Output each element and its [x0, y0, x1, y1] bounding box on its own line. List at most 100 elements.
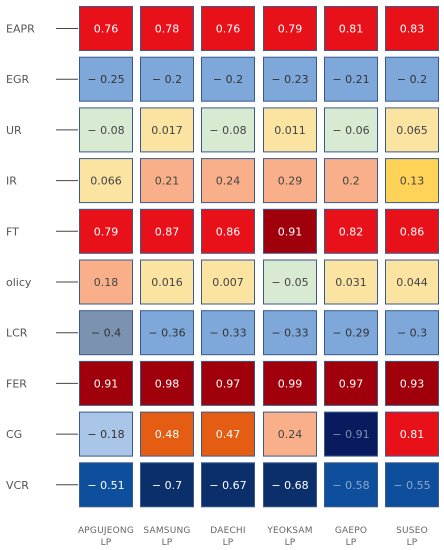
heatmap-cell [201, 158, 255, 204]
heatmap-cell [385, 259, 439, 305]
cell-value-label: 0.97 [339, 377, 364, 390]
heatmap-cell [140, 208, 194, 254]
heatmap-cell [263, 462, 317, 508]
heatmap-cell [201, 462, 255, 508]
heatmap-cell [324, 208, 378, 254]
column-label: LP [407, 538, 418, 548]
cell-value-label: 0.017 [151, 124, 183, 137]
cell-value-label: 0.21 [155, 175, 180, 188]
column-label: SAMSUNG [143, 526, 190, 536]
cell-value-label: − 0.18 [87, 428, 124, 441]
cell-value-label: 0.79 [278, 23, 303, 36]
cell-value-label: 0.011 [274, 124, 306, 137]
heatmap-cell [324, 158, 378, 204]
heatmap-cell [324, 310, 378, 356]
cell-value-label: − 0.08 [209, 124, 246, 137]
heatmap-cell [201, 56, 255, 102]
heatmap-cell [263, 107, 317, 153]
heatmap-cell [79, 360, 133, 406]
cell-value-label: 0.016 [151, 276, 183, 289]
column-label: YEOKSAM [266, 526, 312, 536]
heatmap-cell [79, 107, 133, 153]
cell-value-label: 0.86 [216, 225, 241, 238]
cell-value-label: 0.47 [216, 428, 241, 441]
cell-value-label: 0.99 [278, 377, 303, 390]
cell-value-label: − 0.4 [91, 327, 121, 340]
cell-value-label: 0.007 [212, 276, 244, 289]
column-label: SUSEO [396, 526, 428, 536]
cell-value-label: − 0.33 [209, 327, 246, 340]
column-label: GAEPO [335, 526, 367, 536]
heatmap-cell [263, 158, 317, 204]
heatmap-cell [140, 6, 194, 51]
cell-value-label: 0.065 [396, 124, 428, 137]
cell-value-label: 0.78 [155, 23, 180, 36]
cell-value-label: 0.97 [216, 377, 241, 390]
heatmap-cell [263, 411, 317, 457]
heatmap-cell [140, 158, 194, 204]
heatmap-cell [79, 6, 133, 51]
cell-value-label: 0.91 [278, 225, 303, 238]
row-label: UR [6, 124, 22, 137]
heatmap-cell [263, 259, 317, 305]
column-label: LP [285, 538, 296, 548]
cell-value-label: − 0.29 [332, 327, 369, 340]
heatmap-cell [324, 6, 378, 51]
heatmap-cell [324, 360, 378, 406]
cell-value-label: 0.93 [400, 377, 425, 390]
heatmap-cell [79, 56, 133, 102]
heatmap-cell [385, 6, 439, 51]
row-label: EAPR [6, 23, 35, 36]
cell-value-label: − 0.06 [332, 124, 369, 137]
heatmap-cell [140, 107, 194, 153]
heatmap-cell [201, 6, 255, 51]
heatmap-cell [324, 107, 378, 153]
heatmap-cell [385, 208, 439, 254]
cell-value-label: − 0.21 [332, 73, 369, 86]
heatmap-cell [79, 158, 133, 204]
heatmap-cell [385, 107, 439, 153]
heatmap-cell [140, 462, 194, 508]
heatmap-cell [385, 310, 439, 356]
heatmap-cell [263, 6, 317, 51]
heatmap-cell [201, 107, 255, 153]
cell-value-label: − 0.3 [397, 327, 427, 340]
heatmap-cell [385, 360, 439, 406]
cell-value-label: 0.044 [396, 276, 428, 289]
row-label: FT [6, 225, 19, 238]
cell-value-label: 0.87 [155, 225, 180, 238]
heatmap-cells: 0.76 0.78 0.76 0.79 0.81 0.83 − 0.25 − 0.2 − 0.2… [79, 6, 439, 508]
heatmap-cell [201, 259, 255, 305]
cell-value-label: 0.91 [94, 377, 119, 390]
cell-value-label: 0.066 [90, 175, 122, 188]
row-labels: EAPR EGR UR IR FT olicy LCR FER CG VCR [6, 23, 78, 492]
cell-value-label: 0.2 [342, 175, 360, 188]
heatmap-cell [385, 158, 439, 204]
cell-value-label: 0.76 [216, 23, 241, 36]
cell-value-label: 0.81 [339, 23, 364, 36]
column-label: DAECHI [210, 526, 246, 536]
heatmap-cell [263, 360, 317, 406]
heatmap-cell [79, 462, 133, 508]
heatmap-cell [201, 310, 255, 356]
cell-value-label: 0.18 [94, 276, 119, 289]
cell-value-label: − 0.05 [271, 276, 308, 289]
cell-value-label: − 0.68 [271, 479, 308, 492]
heatmap-cell [140, 259, 194, 305]
cell-value-label: − 0.2 [397, 73, 427, 86]
cell-value-label: 0.24 [216, 175, 241, 188]
heatmap-cell [140, 310, 194, 356]
heatmap-cell [385, 411, 439, 457]
cell-value-label: 0.79 [94, 225, 119, 238]
cell-value-label: − 0.91 [332, 428, 369, 441]
heatmap-cell [79, 259, 133, 305]
cell-value-label: − 0.7 [152, 479, 182, 492]
column-label: LP [346, 538, 357, 548]
column-labels: APGUJEONG LP SAMSUNG LP DAECHI LP YEOKSAM LP GAE… [78, 526, 428, 548]
cell-value-label: − 0.33 [271, 327, 308, 340]
cell-value-label: − 0.2 [213, 73, 243, 86]
heatmap-cell [324, 411, 378, 457]
cell-value-label: − 0.25 [87, 73, 124, 86]
row-label: IR [6, 175, 17, 188]
